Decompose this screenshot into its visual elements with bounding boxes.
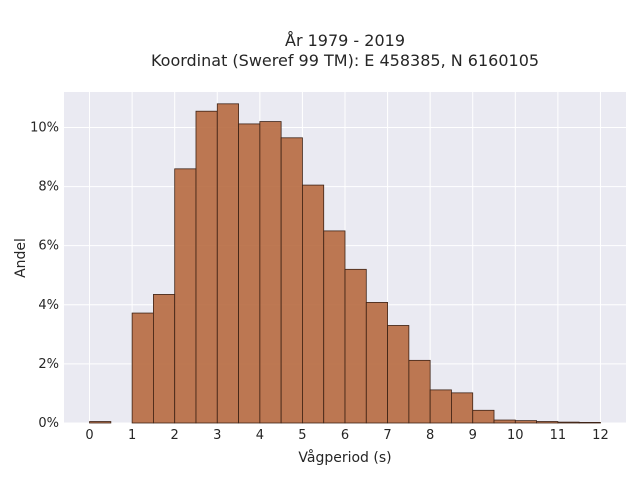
histogram-bar	[365, 302, 388, 424]
x-axis-label: Vågperiod (s)	[298, 449, 391, 466]
histogram-bar	[174, 168, 197, 424]
x-tick-label: 11	[550, 428, 567, 443]
histogram-bar	[557, 421, 580, 424]
histogram-bar	[493, 419, 516, 424]
histogram-bar	[131, 312, 154, 424]
histogram-bar	[259, 121, 282, 424]
y-tick-label: 10%	[30, 120, 59, 135]
histogram-bar	[514, 420, 537, 424]
chart-title-line1: År 1979 - 2019	[285, 31, 405, 50]
histogram-bar	[238, 123, 261, 424]
histogram-bar	[451, 392, 474, 424]
x-tick-label: 5	[298, 428, 306, 443]
histogram-bar	[153, 294, 176, 424]
histogram-bar	[408, 359, 431, 424]
histogram-bar	[216, 103, 239, 424]
histogram-bar	[323, 230, 346, 424]
histogram-bar	[89, 421, 112, 424]
histogram-bar	[536, 421, 559, 424]
histogram-bar	[344, 268, 367, 424]
histogram-bar	[472, 409, 495, 424]
histogram-bar	[195, 110, 218, 424]
histogram-bar	[280, 137, 303, 424]
x-tick-label: 10	[507, 428, 524, 443]
x-tick-label: 7	[383, 428, 391, 443]
chart-title-line2: Koordinat (Sweref 99 TM): E 458385, N 61…	[151, 51, 539, 70]
x-tick-label: 8	[426, 428, 434, 443]
histogram-bar	[302, 184, 325, 424]
x-tick-label: 3	[213, 428, 221, 443]
bars	[89, 103, 601, 424]
y-tick-label: 6%	[38, 239, 59, 254]
x-tick-label: 4	[256, 428, 264, 443]
x-tick-label: 12	[592, 428, 609, 443]
y-tick-label: 2%	[38, 357, 59, 372]
histogram-bar	[429, 389, 452, 424]
histogram-bar	[578, 422, 601, 424]
y-tick-label: 4%	[38, 298, 59, 313]
x-tick-label: 0	[85, 428, 93, 443]
x-tick-label: 9	[469, 428, 477, 443]
tick-labels: 0 1 2 3 4 5 6 7 8 9 10 11 120%2%4%6%8%10%	[30, 120, 609, 443]
x-tick-label: 2	[171, 428, 179, 443]
histogram-bar	[387, 325, 410, 424]
x-tick-label: 6	[341, 428, 349, 443]
y-axis-label: Andel	[13, 238, 29, 278]
y-tick-label: 8%	[38, 180, 59, 195]
y-tick-label: 0%	[38, 416, 59, 431]
x-tick-label: 1	[128, 428, 136, 443]
